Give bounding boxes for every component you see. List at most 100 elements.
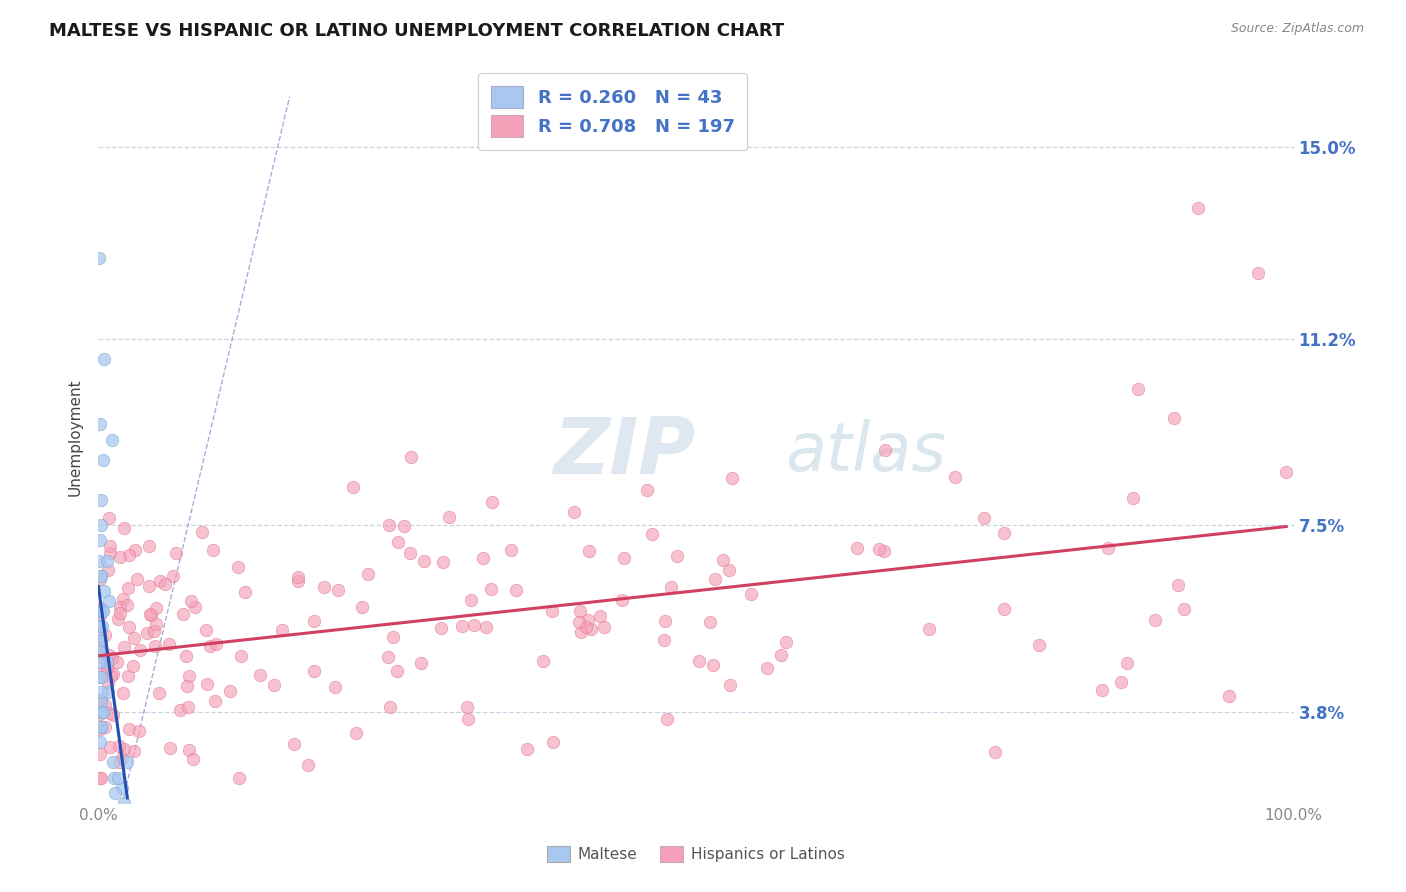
- Point: [138, 579, 160, 593]
- Point: [1247, 266, 1270, 280]
- Point: [475, 620, 498, 634]
- Point: [283, 737, 305, 751]
- Point: [148, 686, 170, 700]
- Point: [121, 658, 143, 673]
- Text: Source: ZipAtlas.com: Source: ZipAtlas.com: [1230, 22, 1364, 36]
- Point: [89, 747, 111, 762]
- Point: [1144, 613, 1167, 627]
- Point: [399, 546, 422, 560]
- Point: [93, 705, 115, 719]
- Point: [118, 548, 141, 562]
- Point: [873, 543, 896, 558]
- Point: [775, 635, 797, 649]
- Point: [117, 669, 139, 683]
- Point: [89, 619, 111, 633]
- Point: [589, 608, 612, 623]
- Point: [103, 771, 125, 785]
- Point: [1275, 465, 1298, 479]
- Point: [688, 654, 710, 668]
- Point: [501, 542, 523, 557]
- Point: [112, 796, 135, 810]
- Point: [93, 604, 115, 618]
- Point: [149, 574, 172, 589]
- Point: [579, 623, 602, 637]
- Point: [531, 654, 554, 668]
- Point: [179, 668, 201, 682]
- Point: [97, 685, 120, 699]
- Point: [165, 546, 187, 560]
- Point: [93, 720, 115, 734]
- Point: [429, 621, 451, 635]
- Point: [457, 713, 479, 727]
- Point: [98, 540, 121, 554]
- Point: [270, 623, 292, 637]
- Point: [576, 613, 599, 627]
- Point: [111, 751, 134, 765]
- Point: [91, 705, 114, 719]
- Point: [96, 655, 118, 669]
- Point: [94, 628, 117, 642]
- Point: [89, 572, 111, 586]
- Point: [108, 606, 131, 620]
- Point: [302, 614, 325, 628]
- Point: [1116, 656, 1139, 670]
- Text: ZIP: ZIP: [553, 414, 695, 490]
- Point: [702, 658, 724, 673]
- Point: [1091, 682, 1114, 697]
- Point: [90, 771, 112, 785]
- Point: [91, 604, 114, 618]
- Point: [541, 735, 564, 749]
- Point: [845, 541, 868, 556]
- Point: [89, 624, 111, 639]
- Point: [666, 549, 689, 564]
- Point: [98, 739, 121, 754]
- Point: [104, 786, 127, 800]
- Point: [613, 551, 636, 566]
- Point: [755, 660, 778, 674]
- Point: [1097, 541, 1119, 555]
- Point: [89, 642, 111, 657]
- Point: [641, 526, 664, 541]
- Point: [229, 649, 252, 664]
- Point: [98, 546, 121, 560]
- Point: [1163, 410, 1185, 425]
- Point: [172, 607, 194, 621]
- Point: [699, 615, 721, 630]
- Point: [226, 560, 249, 574]
- Point: [943, 470, 966, 484]
- Point: [263, 678, 285, 692]
- Point: [90, 685, 112, 699]
- Point: [392, 519, 415, 533]
- Point: [108, 549, 131, 564]
- Point: [652, 632, 675, 647]
- Point: [460, 593, 482, 607]
- Point: [107, 739, 129, 753]
- Point: [721, 471, 744, 485]
- Point: [96, 554, 118, 568]
- Point: [381, 630, 404, 644]
- Point: [201, 542, 224, 557]
- Point: [117, 756, 139, 770]
- Point: [437, 510, 460, 524]
- Point: [179, 743, 201, 757]
- Point: [973, 511, 995, 525]
- Point: [593, 619, 616, 633]
- Point: [145, 617, 167, 632]
- Point: [87, 655, 110, 669]
- Point: [377, 649, 399, 664]
- Point: [112, 686, 135, 700]
- Point: [107, 771, 129, 785]
- Point: [610, 593, 633, 607]
- Point: [578, 543, 600, 558]
- Point: [89, 670, 111, 684]
- Point: [87, 644, 110, 658]
- Point: [1028, 638, 1050, 652]
- Point: [93, 351, 115, 366]
- Point: [516, 742, 538, 756]
- Point: [228, 771, 250, 785]
- Point: [184, 600, 207, 615]
- Y-axis label: Unemployment: Unemployment: [67, 378, 83, 496]
- Point: [993, 601, 1015, 615]
- Point: [90, 705, 112, 719]
- Point: [481, 582, 503, 596]
